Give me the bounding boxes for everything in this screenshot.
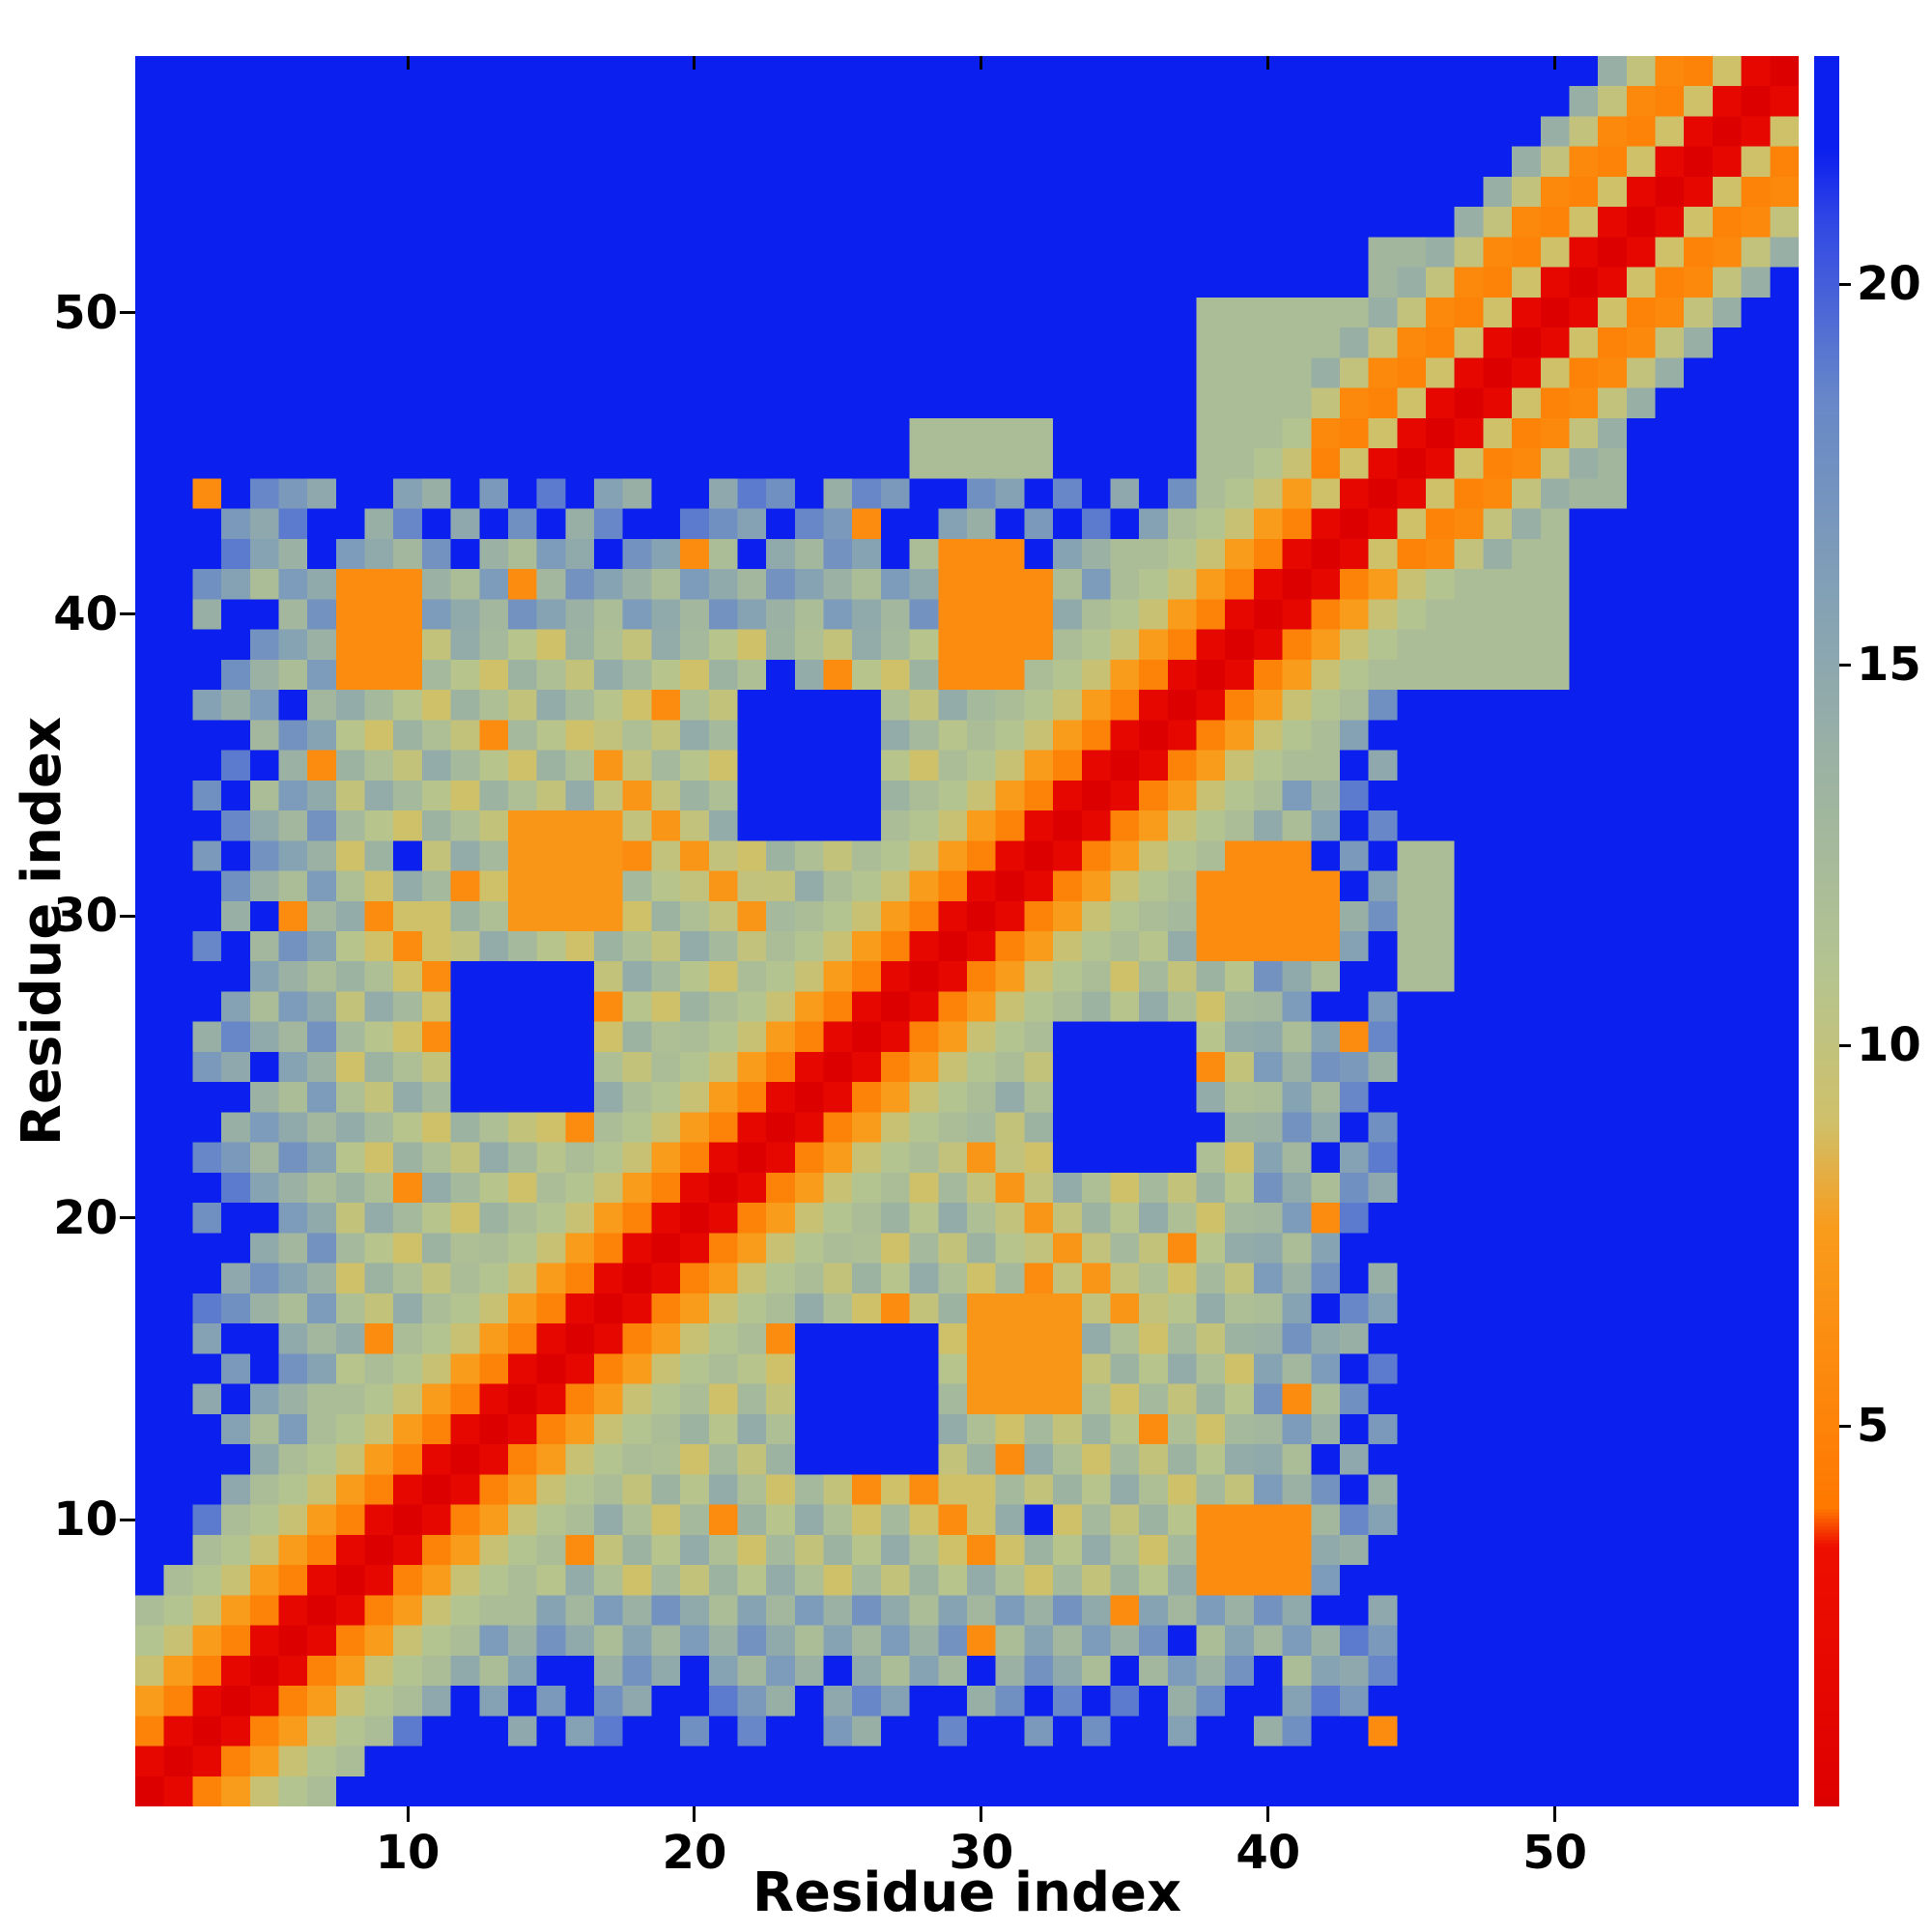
x-top-tick-mark bbox=[1266, 56, 1270, 70]
x-tick-mark bbox=[980, 1806, 983, 1822]
colorbar-tick-label: 10 bbox=[1857, 1018, 1921, 1073]
y-tick-mark bbox=[120, 1216, 135, 1220]
x-tick-label: 30 bbox=[949, 1826, 1014, 1880]
y-tick-mark bbox=[120, 914, 135, 918]
x-top-tick-mark bbox=[693, 56, 696, 70]
x-axis-title: Residue index bbox=[752, 1861, 1182, 1924]
x-tick-mark bbox=[406, 1806, 410, 1822]
colorbar-tick-mark bbox=[1839, 1424, 1851, 1428]
colorbar-tick-label: 5 bbox=[1857, 1399, 1889, 1454]
x-top-tick-mark bbox=[406, 56, 410, 70]
y-tick-label: 10 bbox=[53, 1492, 118, 1548]
colorbar-tick-mark bbox=[1839, 1043, 1851, 1047]
y-tick-mark bbox=[120, 1518, 135, 1521]
x-tick-label: 50 bbox=[1522, 1826, 1588, 1880]
colorbar bbox=[1814, 56, 1839, 1806]
y-tick-label: 20 bbox=[53, 1190, 118, 1245]
x-tick-label: 40 bbox=[1236, 1826, 1301, 1880]
colorbar-tick-mark bbox=[1839, 282, 1851, 286]
x-top-tick-mark bbox=[1553, 56, 1557, 70]
y-tick-label: 50 bbox=[53, 285, 118, 340]
x-tick-mark bbox=[693, 1806, 696, 1822]
colorbar-tick-label: 15 bbox=[1857, 638, 1921, 693]
x-tick-label: 20 bbox=[662, 1826, 727, 1880]
colorbar-tick-label: 20 bbox=[1857, 257, 1921, 312]
colorbar-tick-mark bbox=[1839, 663, 1851, 667]
y-tick-mark bbox=[120, 612, 135, 616]
y-tick-label: 30 bbox=[53, 889, 118, 944]
x-tick-label: 10 bbox=[375, 1826, 440, 1880]
x-top-tick-mark bbox=[980, 56, 983, 70]
y-tick-mark bbox=[120, 311, 135, 315]
x-tick-mark bbox=[1266, 1806, 1270, 1822]
x-tick-mark bbox=[1553, 1806, 1557, 1822]
y-tick-label: 40 bbox=[53, 586, 118, 641]
heatmap-canvas bbox=[135, 56, 1799, 1806]
